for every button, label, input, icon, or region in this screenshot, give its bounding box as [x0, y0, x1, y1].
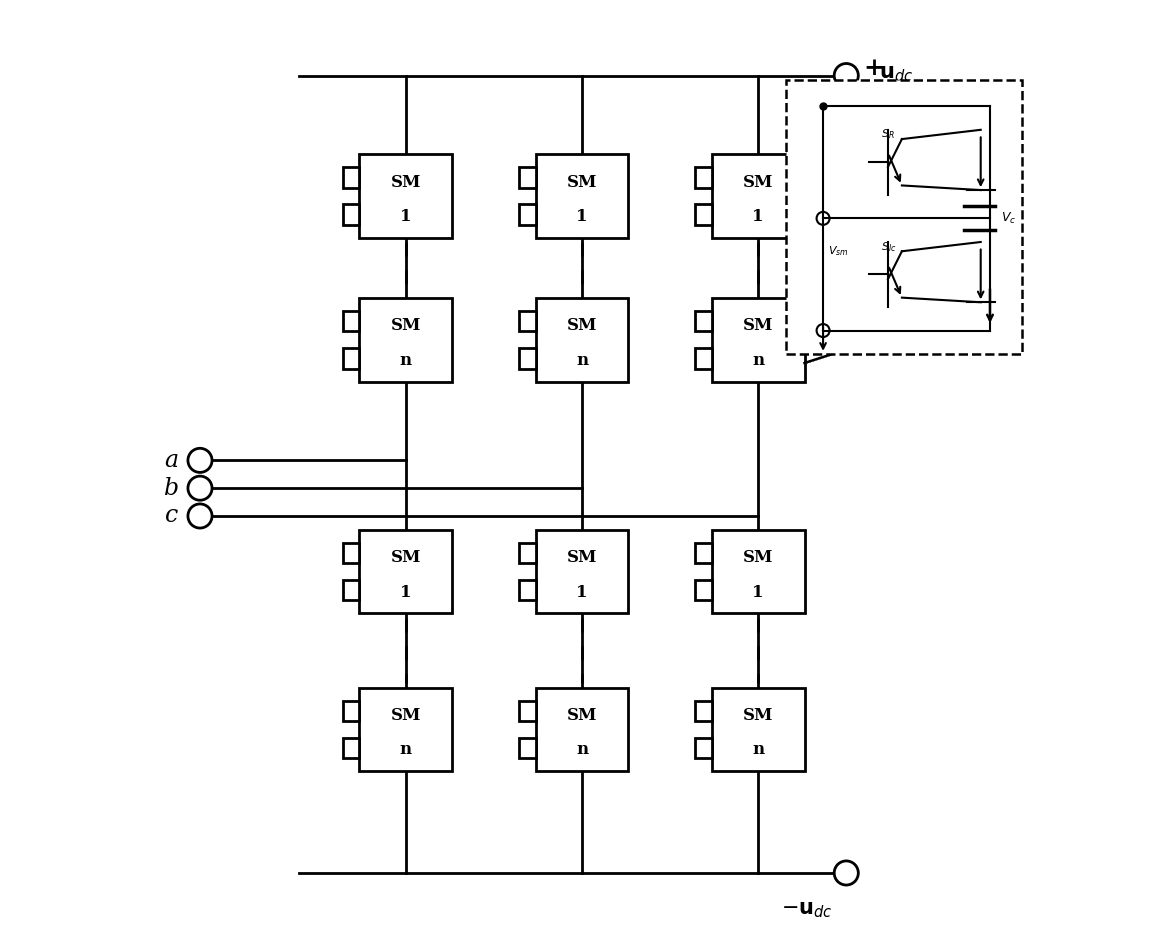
Bar	[519, 737, 535, 758]
Bar	[535, 687, 629, 771]
Bar	[695, 167, 712, 188]
Text: c: c	[165, 504, 178, 527]
Bar	[342, 348, 360, 368]
Bar	[535, 154, 629, 238]
Text: SM: SM	[743, 707, 773, 724]
Text: $S_R$: $S_R$	[880, 127, 894, 141]
Bar	[519, 205, 535, 225]
Text: n: n	[752, 741, 765, 758]
Text: $S_{lc}$: $S_{lc}$	[880, 240, 896, 254]
Bar	[519, 311, 535, 331]
Text: n: n	[576, 741, 588, 758]
Text: 1: 1	[576, 208, 588, 225]
Text: n: n	[576, 352, 588, 368]
Bar	[360, 530, 452, 614]
Bar	[712, 687, 804, 771]
Bar	[695, 700, 712, 721]
Text: $V_{sm}$: $V_{sm}$	[828, 245, 849, 259]
Bar	[342, 580, 360, 601]
Text: 1: 1	[752, 208, 764, 225]
Bar	[519, 167, 535, 188]
Text: n: n	[399, 352, 412, 368]
Bar	[519, 580, 535, 601]
Text: o: o	[804, 319, 812, 332]
Bar	[695, 348, 712, 368]
Text: SM: SM	[567, 174, 597, 191]
Bar	[519, 348, 535, 368]
Text: o: o	[804, 212, 812, 225]
Text: SM: SM	[391, 550, 421, 566]
Text: SM: SM	[743, 174, 773, 191]
Text: SM: SM	[743, 550, 773, 566]
Bar	[360, 154, 452, 238]
Text: $V_c$: $V_c$	[1001, 211, 1016, 226]
Text: $\mathbf{u}_{dc}$: $\mathbf{u}_{dc}$	[879, 64, 913, 84]
Bar	[342, 205, 360, 225]
Text: 1: 1	[400, 208, 412, 225]
Text: a: a	[164, 449, 178, 472]
Bar	[342, 311, 360, 331]
Bar	[360, 687, 452, 771]
Text: b: b	[163, 477, 178, 499]
Bar	[519, 700, 535, 721]
Bar	[695, 543, 712, 564]
Text: 1: 1	[752, 583, 764, 601]
Bar	[712, 530, 804, 614]
Text: SM: SM	[743, 317, 773, 335]
Bar	[712, 154, 804, 238]
Bar	[695, 580, 712, 601]
Text: 1: 1	[400, 583, 412, 601]
Bar	[342, 700, 360, 721]
Bar	[695, 311, 712, 331]
Bar	[519, 543, 535, 564]
Text: 1: 1	[576, 583, 588, 601]
Bar	[360, 299, 452, 381]
Text: +: +	[863, 56, 883, 80]
Text: SM: SM	[567, 550, 597, 566]
Text: n: n	[752, 352, 765, 368]
Text: SM: SM	[391, 174, 421, 191]
Text: SM: SM	[567, 707, 597, 724]
Bar	[535, 299, 629, 381]
Bar	[342, 737, 360, 758]
Bar	[535, 530, 629, 614]
Text: SM: SM	[567, 317, 597, 335]
Bar	[695, 737, 712, 758]
Text: SM: SM	[391, 707, 421, 724]
Text: SM: SM	[391, 317, 421, 335]
Bar	[786, 80, 1022, 353]
Text: $-\mathbf{u}_{dc}$: $-\mathbf{u}_{dc}$	[781, 900, 832, 920]
Bar	[712, 299, 804, 381]
Bar	[342, 167, 360, 188]
Text: n: n	[399, 741, 412, 758]
Bar	[342, 543, 360, 564]
Bar	[695, 205, 712, 225]
